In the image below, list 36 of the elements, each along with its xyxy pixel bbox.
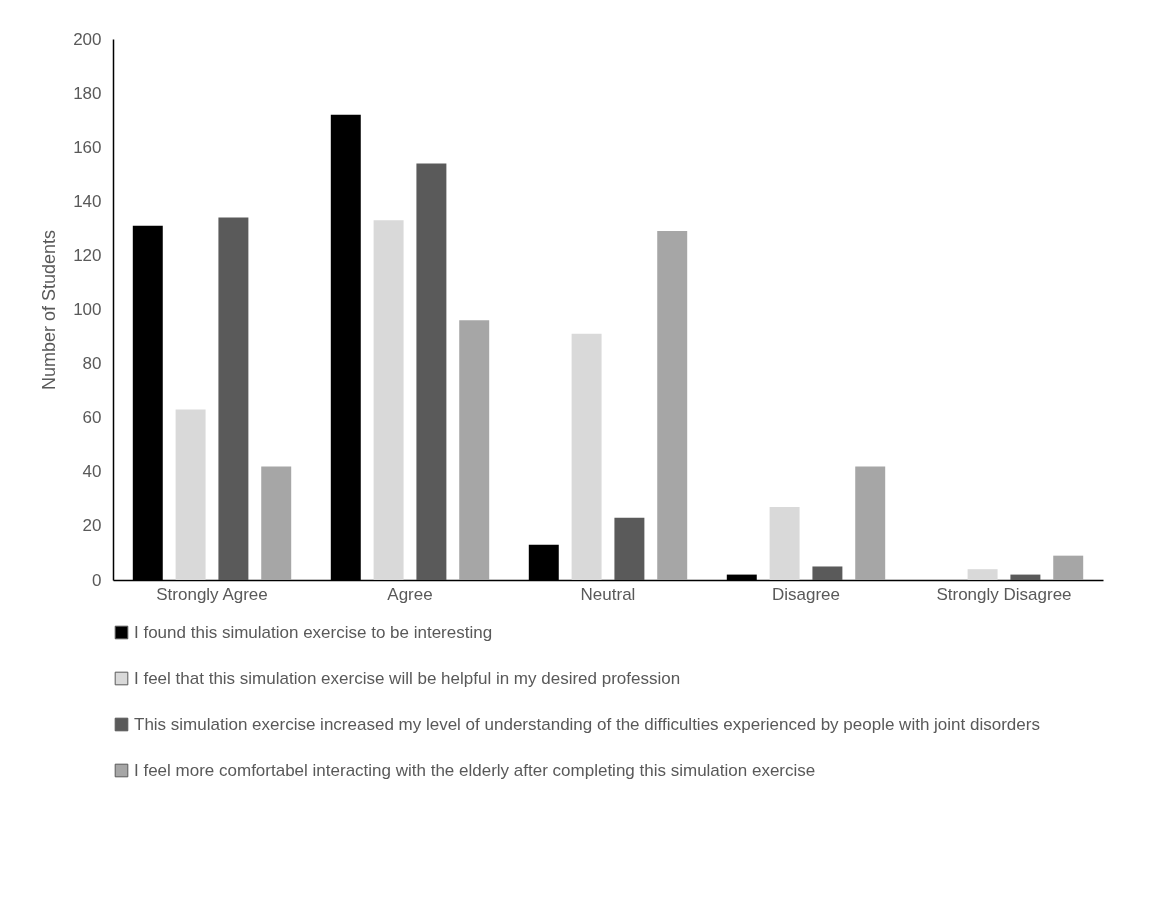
bar (1010, 574, 1041, 580)
bar (261, 466, 292, 580)
bar (571, 333, 602, 580)
bar (812, 566, 843, 580)
y-tick-label: 80 (82, 354, 102, 374)
bar (175, 409, 206, 580)
bar (855, 466, 886, 580)
bar (657, 231, 688, 580)
legend-label: I feel more comfortabel interacting with the elderly after completing this simulation exercise (134, 760, 816, 780)
x-tick-label: Disagree (771, 584, 841, 604)
bar (459, 320, 490, 580)
bar (769, 506, 800, 580)
y-tick-label: 140 (73, 191, 102, 211)
x-tick-label: Strongly Agree (156, 584, 268, 604)
bar (967, 569, 998, 580)
y-tick-label: 160 (73, 137, 102, 157)
legend-label: This simulation exercise increased my level of understanding of the difficulties experienced by people with joint disorders (134, 714, 1040, 734)
bar (614, 517, 645, 580)
x-tick-label: Strongly Disagree (936, 584, 1072, 604)
x-tick-label: Neutral (580, 584, 636, 604)
y-tick-label: 40 (82, 462, 102, 482)
bar (218, 217, 249, 580)
bar (416, 163, 447, 580)
legend-label: I found this simulation exercise to be interesting (134, 622, 493, 642)
bar (373, 220, 404, 580)
y-tick-label: 20 (82, 516, 102, 536)
y-tick-label: 180 (73, 83, 102, 103)
y-axis-title: Number of Students (39, 229, 60, 391)
y-tick-label: 0 (92, 570, 102, 590)
x-tick-label: Agree (387, 584, 433, 604)
legend-label: I feel that this simulation exercise will be helpful in my desired profession (134, 668, 681, 688)
bar (1053, 555, 1084, 580)
y-tick-label: 100 (73, 300, 102, 319)
y-tick-label: 120 (73, 245, 102, 265)
y-tick-label: 60 (82, 408, 102, 428)
y-tick-label: 200 (73, 29, 102, 49)
